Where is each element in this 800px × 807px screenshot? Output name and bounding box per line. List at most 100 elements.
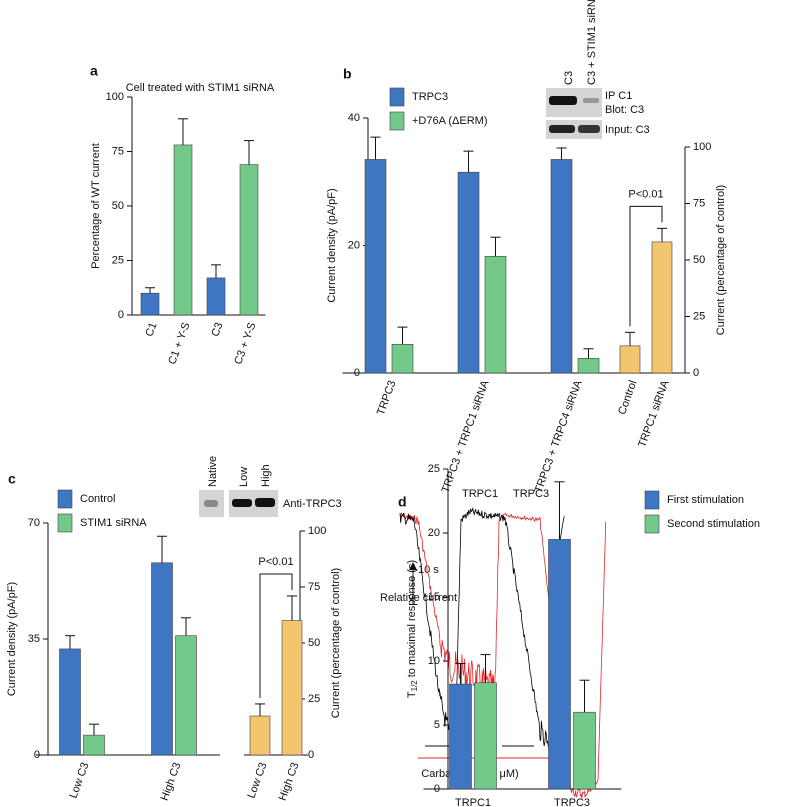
error-bar <box>490 236 501 257</box>
x-tick-label: C3 + Y-S <box>232 321 258 366</box>
y-axis-label: T1/2 to maximal response (s) <box>406 560 419 698</box>
annotation: P<0.01 <box>258 556 293 568</box>
x-tick-label: TRPC1 <box>455 797 491 807</box>
x-tick-label: High C3 <box>277 761 302 802</box>
y-axis-label-sub: 1/2 <box>410 680 419 692</box>
bar <box>151 562 173 756</box>
bar <box>449 683 472 790</box>
legend-label: Control <box>80 493 115 505</box>
error-bar <box>244 140 254 165</box>
bar <box>651 241 673 374</box>
y-tick-label: 25 <box>428 463 440 475</box>
legend-swatch <box>389 111 405 131</box>
legend-label: +D76A (ΔERM) <box>412 115 488 127</box>
scale-label: 10 s <box>418 564 439 576</box>
legend-label: TRPC3 <box>513 488 549 500</box>
chart-title: Cell treated with STIM1 siRNA <box>126 82 275 94</box>
y-tick-label: 75 <box>308 581 320 593</box>
bar <box>474 682 497 790</box>
error-bar <box>556 147 567 160</box>
y-tick-label: 25 <box>308 693 320 705</box>
y-axis-label: Current density (pA/pF) <box>326 188 338 302</box>
scale-arrowhead <box>409 562 417 570</box>
y-axis-label-text: Percentage of WT current <box>90 143 102 269</box>
x-tick-label: Low C3 <box>246 761 270 800</box>
blot-band <box>204 500 218 507</box>
blot-band <box>549 96 577 105</box>
y-tick-label: 25 <box>693 310 705 322</box>
annotation: P<0.01 <box>628 188 663 200</box>
bar <box>59 648 81 756</box>
legend-label: First stimulation <box>667 494 744 506</box>
error-bar <box>480 654 491 683</box>
blot-lane-label: Native <box>207 456 219 487</box>
legend-label: Second stimulation <box>667 518 760 530</box>
x-tick-label: C1 + Y-S <box>166 321 192 366</box>
blot-band <box>578 125 600 133</box>
x-tick-label: TRPC3 + TRPC4 siRNA <box>533 378 585 494</box>
legend-swatch <box>644 490 660 510</box>
blot-lane-label: High <box>260 464 272 487</box>
legend-swatch <box>57 489 73 509</box>
y-tick-label: 75 <box>112 145 124 157</box>
legend-swatch <box>57 513 73 533</box>
significance-bracket <box>259 573 293 698</box>
error-bar <box>463 150 474 173</box>
bar <box>364 159 387 374</box>
y-axis-label: Current (percentage of control) <box>715 185 727 335</box>
bar <box>391 344 414 374</box>
panel-letter: c <box>8 471 16 487</box>
panel-letter: b <box>343 66 352 82</box>
y-axis-label-rest: to maximal response (s) <box>406 560 418 677</box>
error-bar <box>579 679 590 713</box>
legend-swatch <box>389 87 405 107</box>
x-tick-label: C3 <box>209 321 225 338</box>
y-tick-label: 100 <box>693 141 711 153</box>
y-tick-label: 50 <box>308 637 320 649</box>
x-tick-label: C1 <box>143 321 159 338</box>
error-bar <box>89 723 99 736</box>
y-tick-label: 15 <box>428 591 440 603</box>
y-tick-label: 35 <box>28 633 40 645</box>
y-tick-label: 0 <box>693 367 699 379</box>
bar <box>281 620 303 756</box>
error-bar <box>397 326 408 345</box>
y-axis-label: Current (percentage of control) <box>330 568 342 718</box>
bar <box>548 539 571 790</box>
y-axis-label: Percentage of WT current <box>90 143 102 269</box>
blot-band <box>549 125 575 133</box>
y-axis-label-text: Current (percentage of control) <box>330 568 342 718</box>
x-tick-label: TRPC3 + TRPC1 siRNA <box>440 378 492 494</box>
y-axis-label-text: Current (percentage of control) <box>715 185 727 335</box>
bar <box>206 277 226 316</box>
error-bar <box>145 287 155 294</box>
bar <box>175 635 197 756</box>
x-tick-label: TRPC3 <box>554 797 590 807</box>
error-bar <box>65 635 75 649</box>
blot-band <box>583 98 599 103</box>
blot-lane-label: Low <box>238 467 250 487</box>
y-tick-label: 20 <box>348 239 360 251</box>
y-axis-label-text: Current density (pA/pF) <box>326 188 338 302</box>
x-tick-label: Control <box>616 379 639 416</box>
error-bar <box>181 617 191 636</box>
error-bar <box>157 535 167 563</box>
y-tick-label: 50 <box>112 200 124 212</box>
current-trace <box>399 506 565 761</box>
blot-band <box>232 499 252 507</box>
y-tick-label: 70 <box>28 517 40 529</box>
panel-letter: a <box>90 63 98 79</box>
bar <box>249 715 271 756</box>
error-bar <box>211 264 221 278</box>
significance-bracket <box>629 205 663 327</box>
y-tick-label: 0 <box>354 367 360 379</box>
error-bar <box>625 331 635 346</box>
legend-label: TRPC1 <box>462 488 498 500</box>
x-tick-label: High C3 <box>159 761 184 802</box>
bar <box>619 345 641 374</box>
bar <box>140 292 160 316</box>
bar <box>573 711 596 790</box>
y-tick-label: 0 <box>118 309 124 321</box>
bar <box>550 159 573 374</box>
error-bar <box>370 136 381 160</box>
